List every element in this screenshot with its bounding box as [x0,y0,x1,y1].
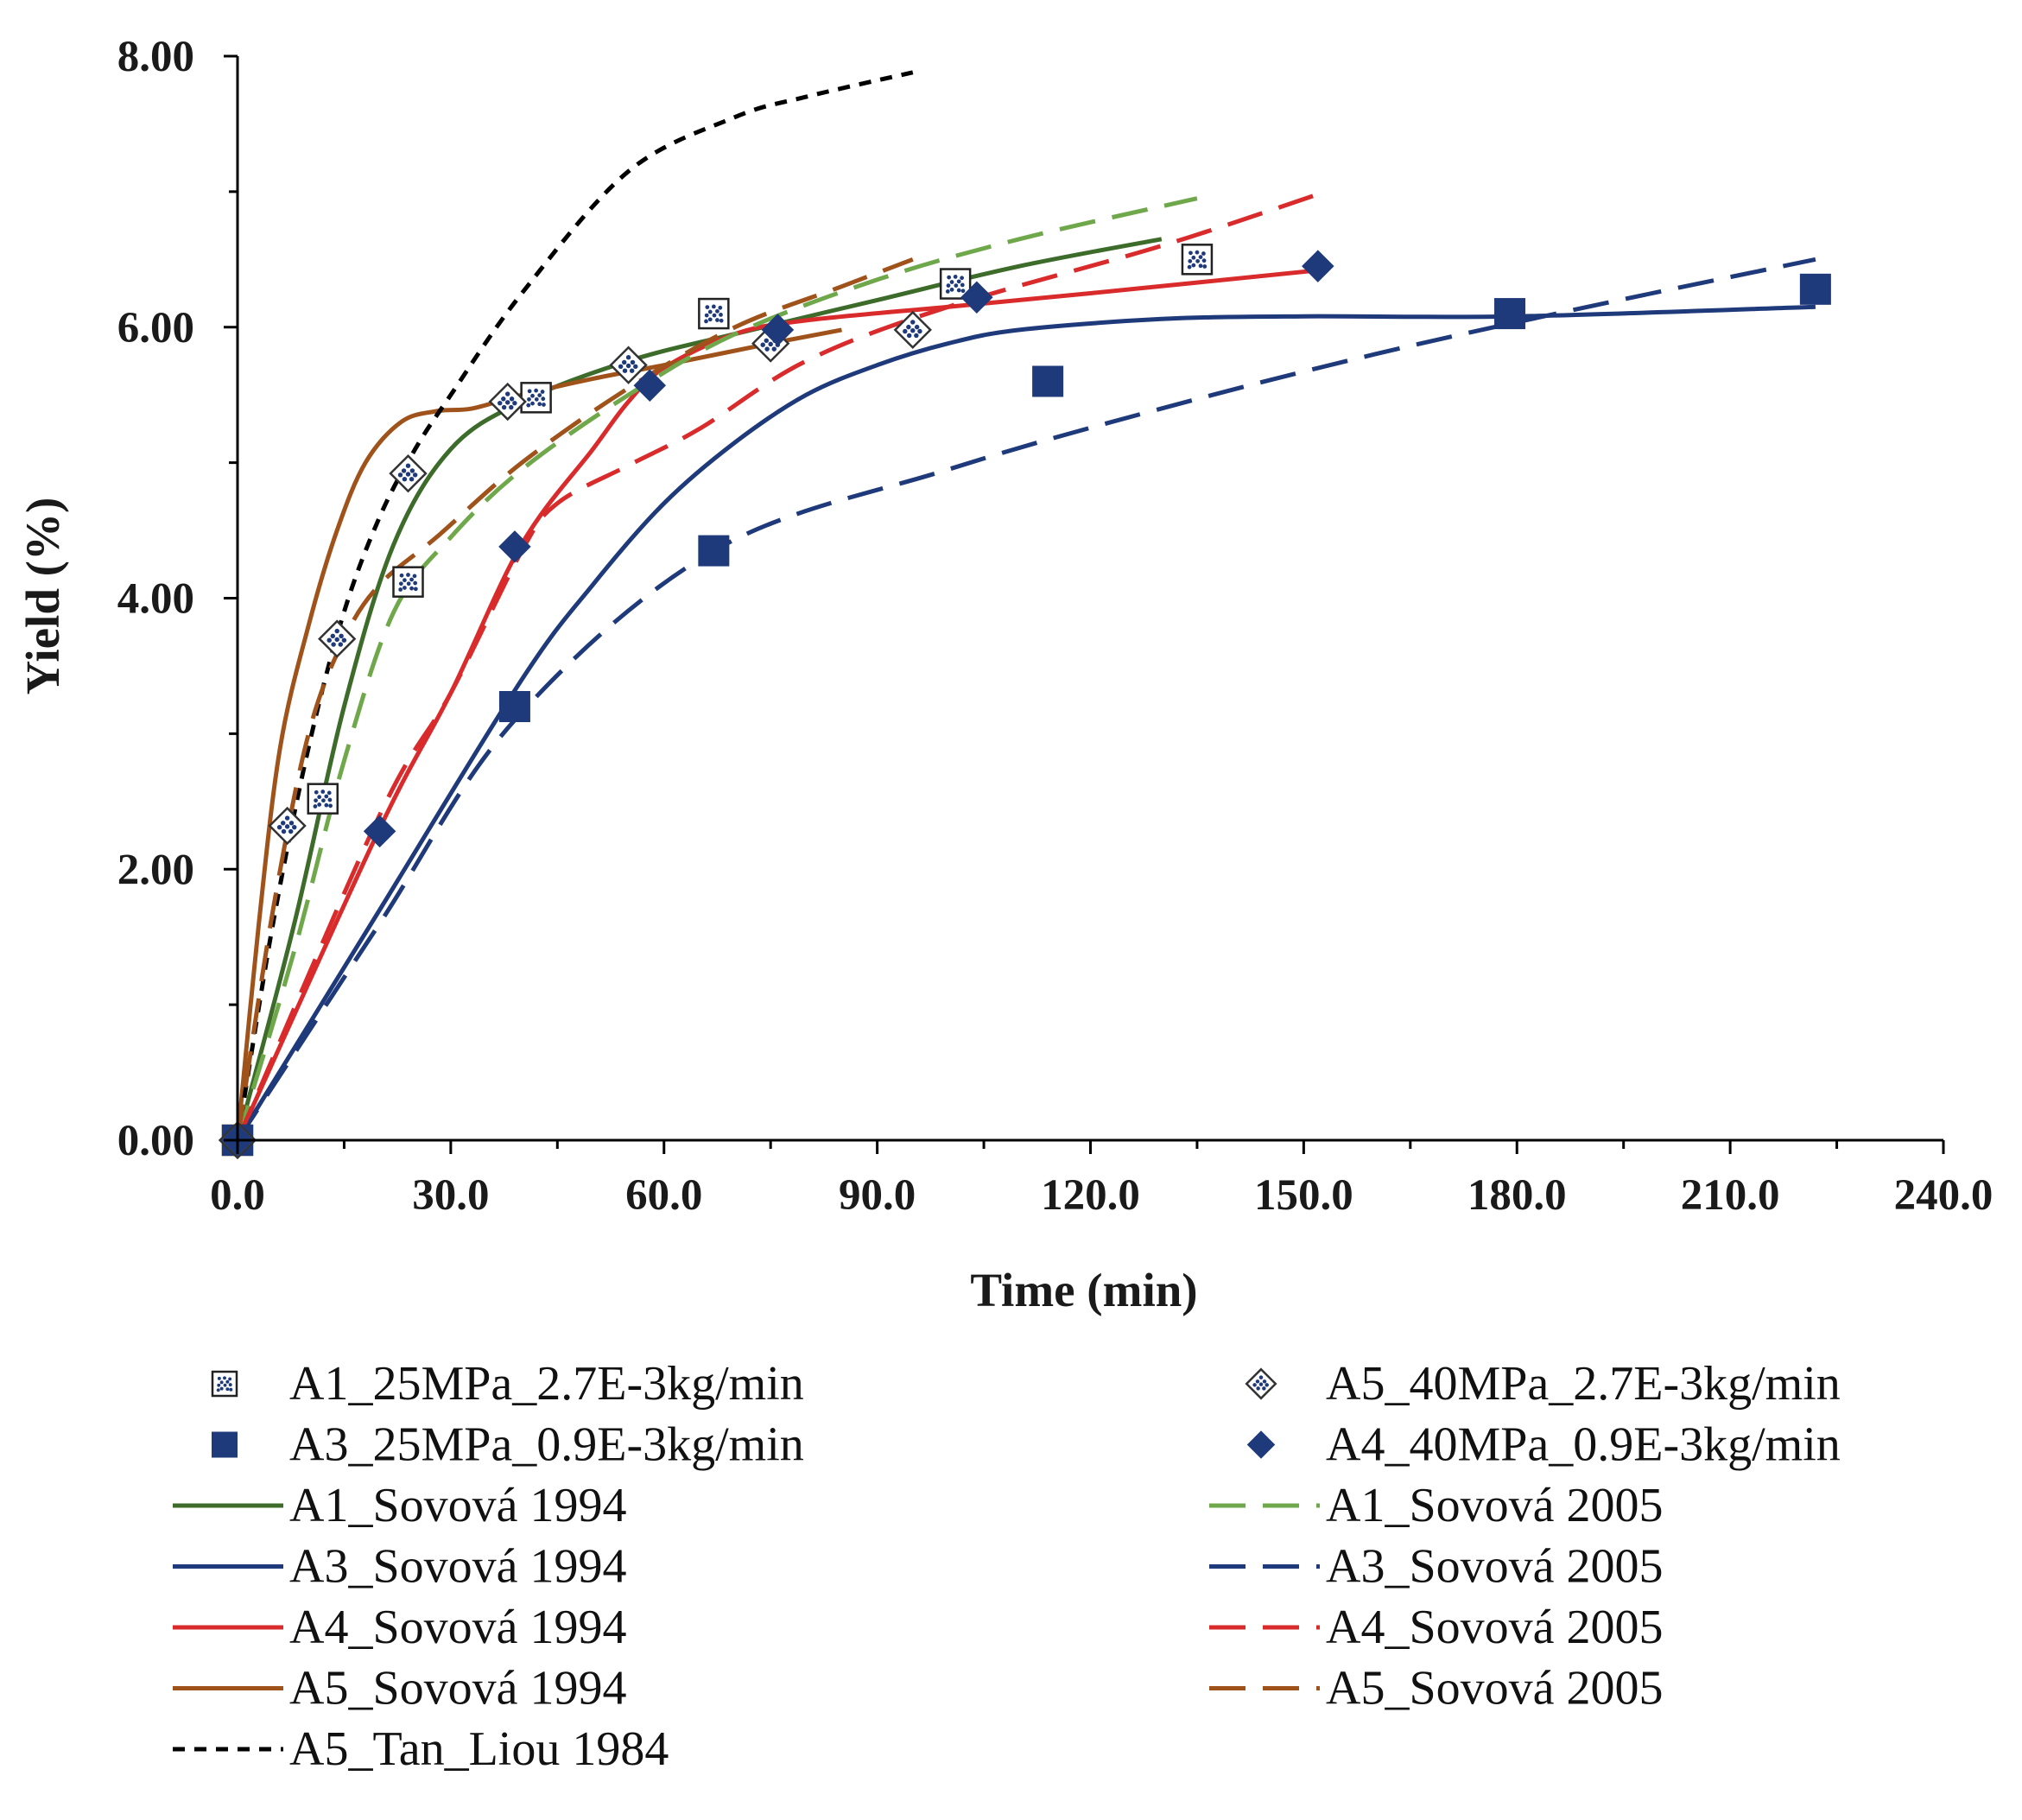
legend-item-a3-sovov-1994: A3_Sovová 1994 [173,1540,626,1594]
data-point-a5-40mpa-2-7e-3kg-min [268,806,307,846]
legend-marker [212,1431,238,1458]
data-point-a5-40mpa-2-7e-3kg-min [318,619,357,658]
legend-label: A3_25MPa_0.9E-3kg/min [289,1418,804,1472]
legend-item-a5-sovov-2005: A5_Sovová 2005 [1209,1662,1663,1715]
x-tick-label: 120.0 [1041,1171,1140,1220]
x-tick-label: 0.0 [210,1171,265,1220]
data-point-a1-25mpa-2-7e-3kg-min [520,382,552,414]
legend-item-a3-25mpa-0-9e-3kg-min: A3_25MPa_0.9E-3kg/min [212,1418,804,1472]
data-point-a3-25mpa-0-9e-3kg-min [1799,273,1831,305]
series-line-a3-sovov-2005 [235,257,1816,1142]
y-tick-label: 2.00 [117,846,194,894]
data-point-a4-40mpa-0-9e-3kg-min [633,369,667,402]
legend-label: A5_Tan_Liou 1984 [289,1722,669,1776]
y-tick-label: 6.00 [117,304,194,352]
series-line-a1-sovov-2005 [235,196,1198,1141]
x-tick-label: 210.0 [1681,1171,1780,1220]
data-point-a3-25mpa-0-9e-3kg-min [1494,298,1526,330]
legend-label: A3_Sovová 2005 [1326,1540,1663,1594]
data-point-a1-25mpa-2-7e-3kg-min [698,297,730,330]
legend-label: A1_Sovová 1994 [289,1479,626,1532]
x-tick-label: 240.0 [1894,1171,1993,1220]
series-line-a3-sovov-1994 [235,304,1816,1142]
legend-item-a1-25mpa-2-7e-3kg-min: A1_25MPa_2.7E-3kg/min [211,1357,804,1411]
data-point-a1-25mpa-2-7e-3kg-min [392,566,424,598]
data-point-a5-40mpa-2-7e-3kg-min [389,454,428,493]
data-point-a5-40mpa-2-7e-3kg-min [893,310,932,350]
data-point-a4-40mpa-0-9e-3kg-min [761,314,795,346]
y-tick-label: 4.00 [117,575,194,624]
series-lines [235,70,1816,1142]
x-tick-label: 60.0 [625,1171,702,1220]
legend-item-a5-40mpa-2-7e-3kg-min: A5_40MPa_2.7E-3kg/min [1245,1357,1841,1411]
legend-marker [1246,1430,1276,1459]
series-points [218,244,1831,1160]
series-line-a5-sovov-1994 [235,327,842,1141]
legend-item-a4-40mpa-0-9e-3kg-min: A4_40MPa_0.9E-3kg/min [1246,1418,1841,1472]
series-line-a1-sovov-1994 [235,237,1163,1141]
series-line-a4-sovov-1994 [235,268,1319,1142]
data-point-a1-25mpa-2-7e-3kg-min [1181,244,1214,276]
legend-item-a5-sovov-1994: A5_Sovová 1994 [173,1662,626,1715]
legend-label: A4_40MPa_0.9E-3kg/min [1326,1418,1841,1472]
legend-item-a3-sovov-2005: A3_Sovová 2005 [1209,1540,1663,1594]
x-tick-label: 30.0 [412,1171,489,1220]
series-line-a5-sovov-2005 [235,257,914,1141]
legend-label: A3_Sovová 1994 [289,1540,626,1594]
legend-item-a5-tan-liou-1984: A5_Tan_Liou 1984 [173,1722,669,1776]
legend-label: A1_Sovová 2005 [1326,1479,1663,1532]
data-point-a5-40mpa-2-7e-3kg-min [609,346,648,384]
legend-label: A5_40MPa_2.7E-3kg/min [1326,1357,1841,1411]
x-axis-title: Time (min) [970,1264,1197,1316]
data-point-a3-25mpa-0-9e-3kg-min [698,535,730,567]
legend-label: A4_Sovová 2005 [1326,1601,1663,1654]
legend-label: A5_Sovová 2005 [1326,1662,1663,1715]
y-tick-label: 0.00 [117,1117,194,1165]
data-point-a3-25mpa-0-9e-3kg-min [1032,365,1064,397]
data-point-a4-40mpa-0-9e-3kg-min [1302,250,1334,282]
legend-item-a1-sovov-1994: A1_Sovová 1994 [173,1479,626,1532]
data-point-a4-40mpa-0-9e-3kg-min [498,530,531,563]
legend-marker [1245,1367,1277,1400]
data-point-a1-25mpa-2-7e-3kg-min [939,268,972,300]
axis-ticks: 0.0 30.0 60.0 90.0 120.0 150.0 180.0 210.0 240.0… [117,33,1993,1220]
data-point-a4-40mpa-0-9e-3kg-min [960,281,993,314]
legend: A1_25MPa_2.7E-3kg/min A3_25MPa_0.9E-3kg/m… [173,1357,1841,1776]
legend-item-a4-sovov-1994: A4_Sovová 1994 [173,1601,626,1654]
data-point-a4-40mpa-0-9e-3kg-min [363,815,396,848]
x-tick-label: 150.0 [1254,1171,1353,1220]
y-tick-label: 8.00 [117,33,194,81]
data-point-a5-40mpa-2-7e-3kg-min [488,382,527,422]
legend-item-a1-sovov-2005: A1_Sovová 2005 [1209,1479,1663,1532]
x-tick-label: 180.0 [1467,1171,1567,1220]
x-tick-label: 90.0 [839,1171,916,1220]
legend-item-a4-sovov-2005: A4_Sovová 2005 [1209,1601,1663,1654]
data-point-a3-25mpa-0-9e-3kg-min [498,691,530,722]
legend-marker [211,1370,238,1398]
y-axis-title: Yield (%) [16,498,69,695]
legend-label: A1_25MPa_2.7E-3kg/min [289,1357,804,1411]
data-point-a1-25mpa-2-7e-3kg-min [307,783,339,815]
legend-label: A5_Sovová 1994 [289,1662,626,1715]
series-line-a4-sovov-2005 [235,192,1319,1142]
legend-label: A4_Sovová 1994 [289,1601,626,1654]
